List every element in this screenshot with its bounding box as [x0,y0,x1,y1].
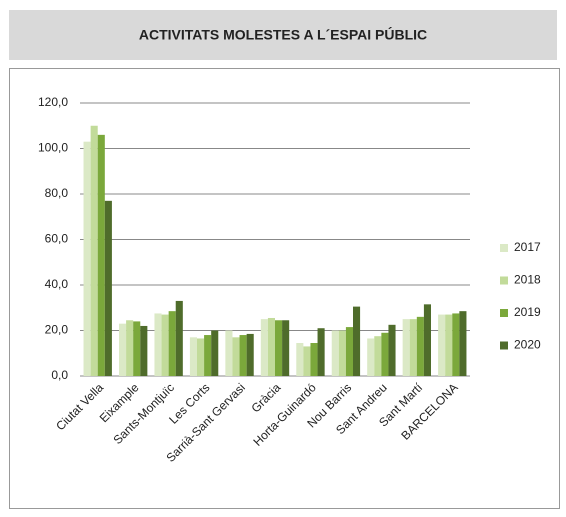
bar [119,323,127,376]
bar [409,319,417,376]
legend-swatch [500,341,508,350]
bar [197,338,205,376]
bar [353,306,361,376]
bar [402,319,410,376]
bar [189,337,197,376]
y-tick-label: 100,0 [38,141,68,155]
bar [381,332,389,376]
bar [423,304,431,376]
chart-title: ACTIVITATS MOLESTES A L´ESPAI PÚBLIC [139,26,427,43]
legend-swatch [500,309,508,317]
legend-label: 2017 [514,240,541,254]
bar [225,330,233,376]
bar [416,316,424,376]
bar [367,338,375,376]
legend-label: 2019 [514,305,541,319]
bar [345,327,353,376]
bar [445,314,453,376]
y-tick-label: 20,0 [45,323,69,337]
y-tick-label: 60,0 [45,232,69,246]
bar [154,313,162,376]
y-tick-label: 120,0 [38,95,68,109]
bar [83,141,91,376]
legend-label: 2018 [514,273,541,287]
bar [310,343,318,376]
bar [438,314,446,376]
bar [374,336,382,376]
bar [204,335,212,376]
bar [175,300,183,376]
bar [232,337,240,376]
y-tick-label: 40,0 [45,277,69,291]
bar [338,330,346,376]
bar [126,320,134,376]
legend-swatch [500,244,508,252]
bar [133,321,141,376]
legend-swatch [500,276,508,285]
bar [317,328,325,376]
bar [168,311,176,376]
bar [140,325,148,376]
bar [282,320,290,376]
title-banner [9,10,557,60]
bar [161,314,169,376]
bar [211,330,219,376]
bar [388,324,396,376]
bar [239,335,247,376]
bar [97,134,105,376]
bar [267,317,275,376]
bar [452,313,460,376]
legend-label: 2020 [514,338,541,352]
bar [459,311,467,376]
bar [296,343,304,376]
bar [246,333,254,376]
bar [303,346,311,376]
y-tick-label: 80,0 [45,186,69,200]
bar [104,200,112,376]
bar [331,330,339,376]
y-tick-label: 0,0 [51,368,68,382]
bar [260,319,268,376]
bar [90,125,98,376]
bar [275,320,283,376]
